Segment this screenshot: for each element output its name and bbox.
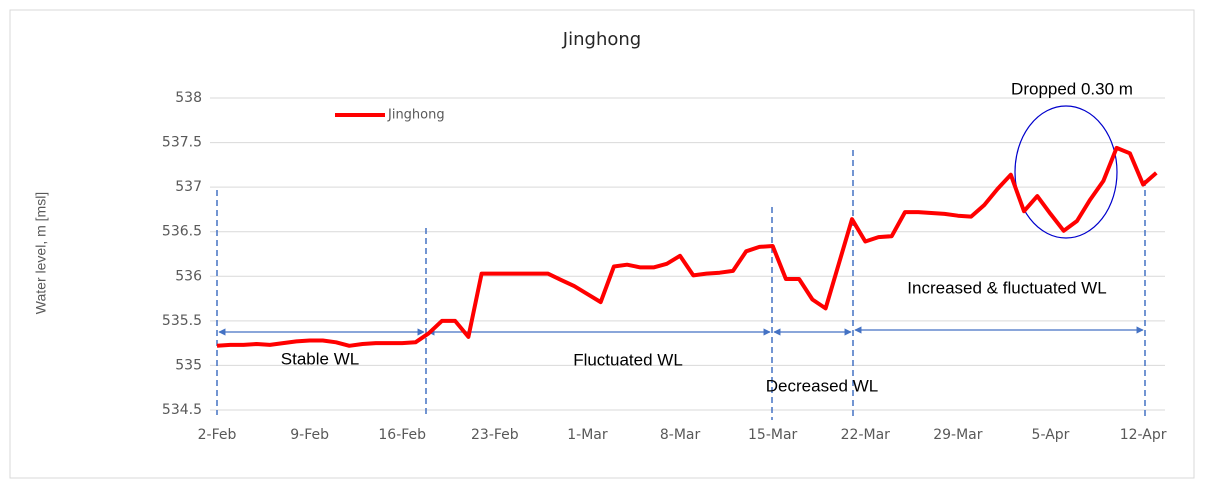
x-tick-label: 5-Apr	[1032, 427, 1070, 443]
annotation: Dropped 0.30 m	[1011, 79, 1133, 98]
annotation: Fluctuated WL	[573, 350, 683, 369]
y-tick-label: 538	[175, 90, 202, 106]
data-line	[216, 145, 1158, 348]
x-tick-label: 9-Feb	[290, 427, 329, 443]
highlight-ellipse	[1014, 105, 1118, 239]
y-tick-label: 535.5	[162, 313, 202, 329]
y-tick-label: 535	[175, 357, 202, 373]
chart-border	[9, 9, 1195, 479]
x-tick-label: 1-Mar	[567, 427, 608, 443]
y-tick-label: 534.5	[162, 402, 202, 418]
y-tick-label: 537.5	[162, 135, 202, 151]
annotation-layer: Stable WL Fluctuated WL Decreased WL Inc…	[216, 79, 1146, 420]
annotation: Stable WL	[281, 349, 359, 368]
legend-label: Jinghong	[387, 108, 445, 123]
chart-title: Jinghong	[562, 29, 641, 50]
x-tick-label: 23-Feb	[471, 427, 519, 443]
y-tick-label: 536.5	[162, 224, 202, 240]
y-axis-label: Water level, m [msl]	[33, 192, 49, 314]
annotation: Decreased WL	[766, 376, 878, 395]
x-tick-label: 29-Mar	[933, 427, 983, 443]
x-tick-label: 8-Mar	[660, 427, 701, 443]
x-tick-label: 2-Feb	[198, 427, 237, 443]
y-tick-label: 536	[175, 268, 202, 284]
annotation: Increased & fluctuated WL	[907, 278, 1106, 297]
y-tick-label: 537	[175, 179, 202, 195]
x-tick-label: 16-Feb	[378, 427, 426, 443]
x-tick-label: 12-Apr	[1120, 427, 1167, 443]
x-tick-label: 22-Mar	[841, 427, 891, 443]
x-tick-label: 15-Mar	[748, 427, 798, 443]
